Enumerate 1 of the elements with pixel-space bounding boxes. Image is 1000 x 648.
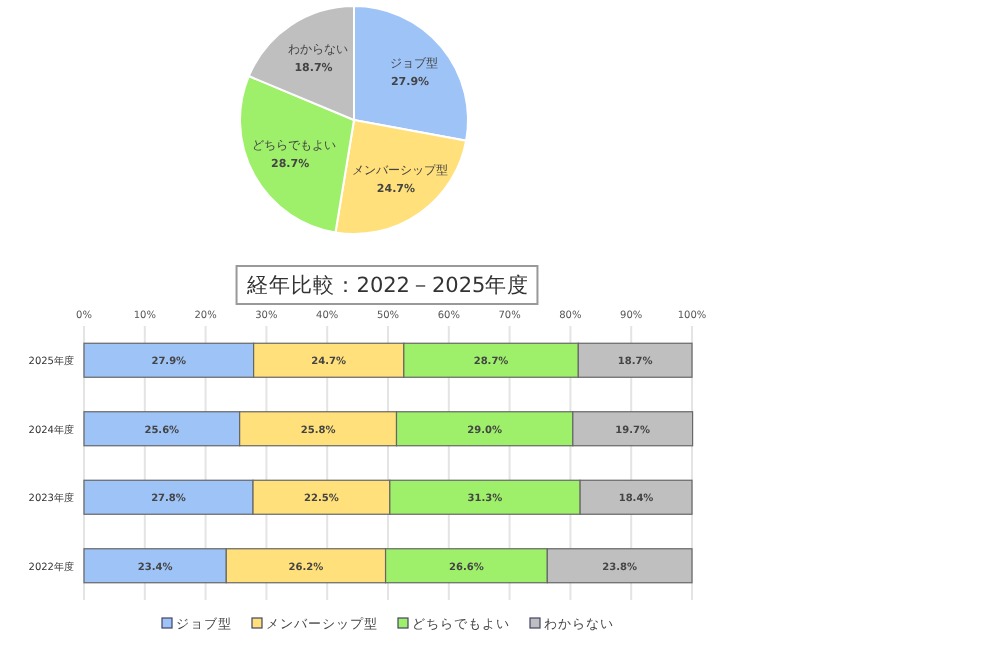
chart-title: 経年比較：2022－2025年度 <box>244 272 530 298</box>
